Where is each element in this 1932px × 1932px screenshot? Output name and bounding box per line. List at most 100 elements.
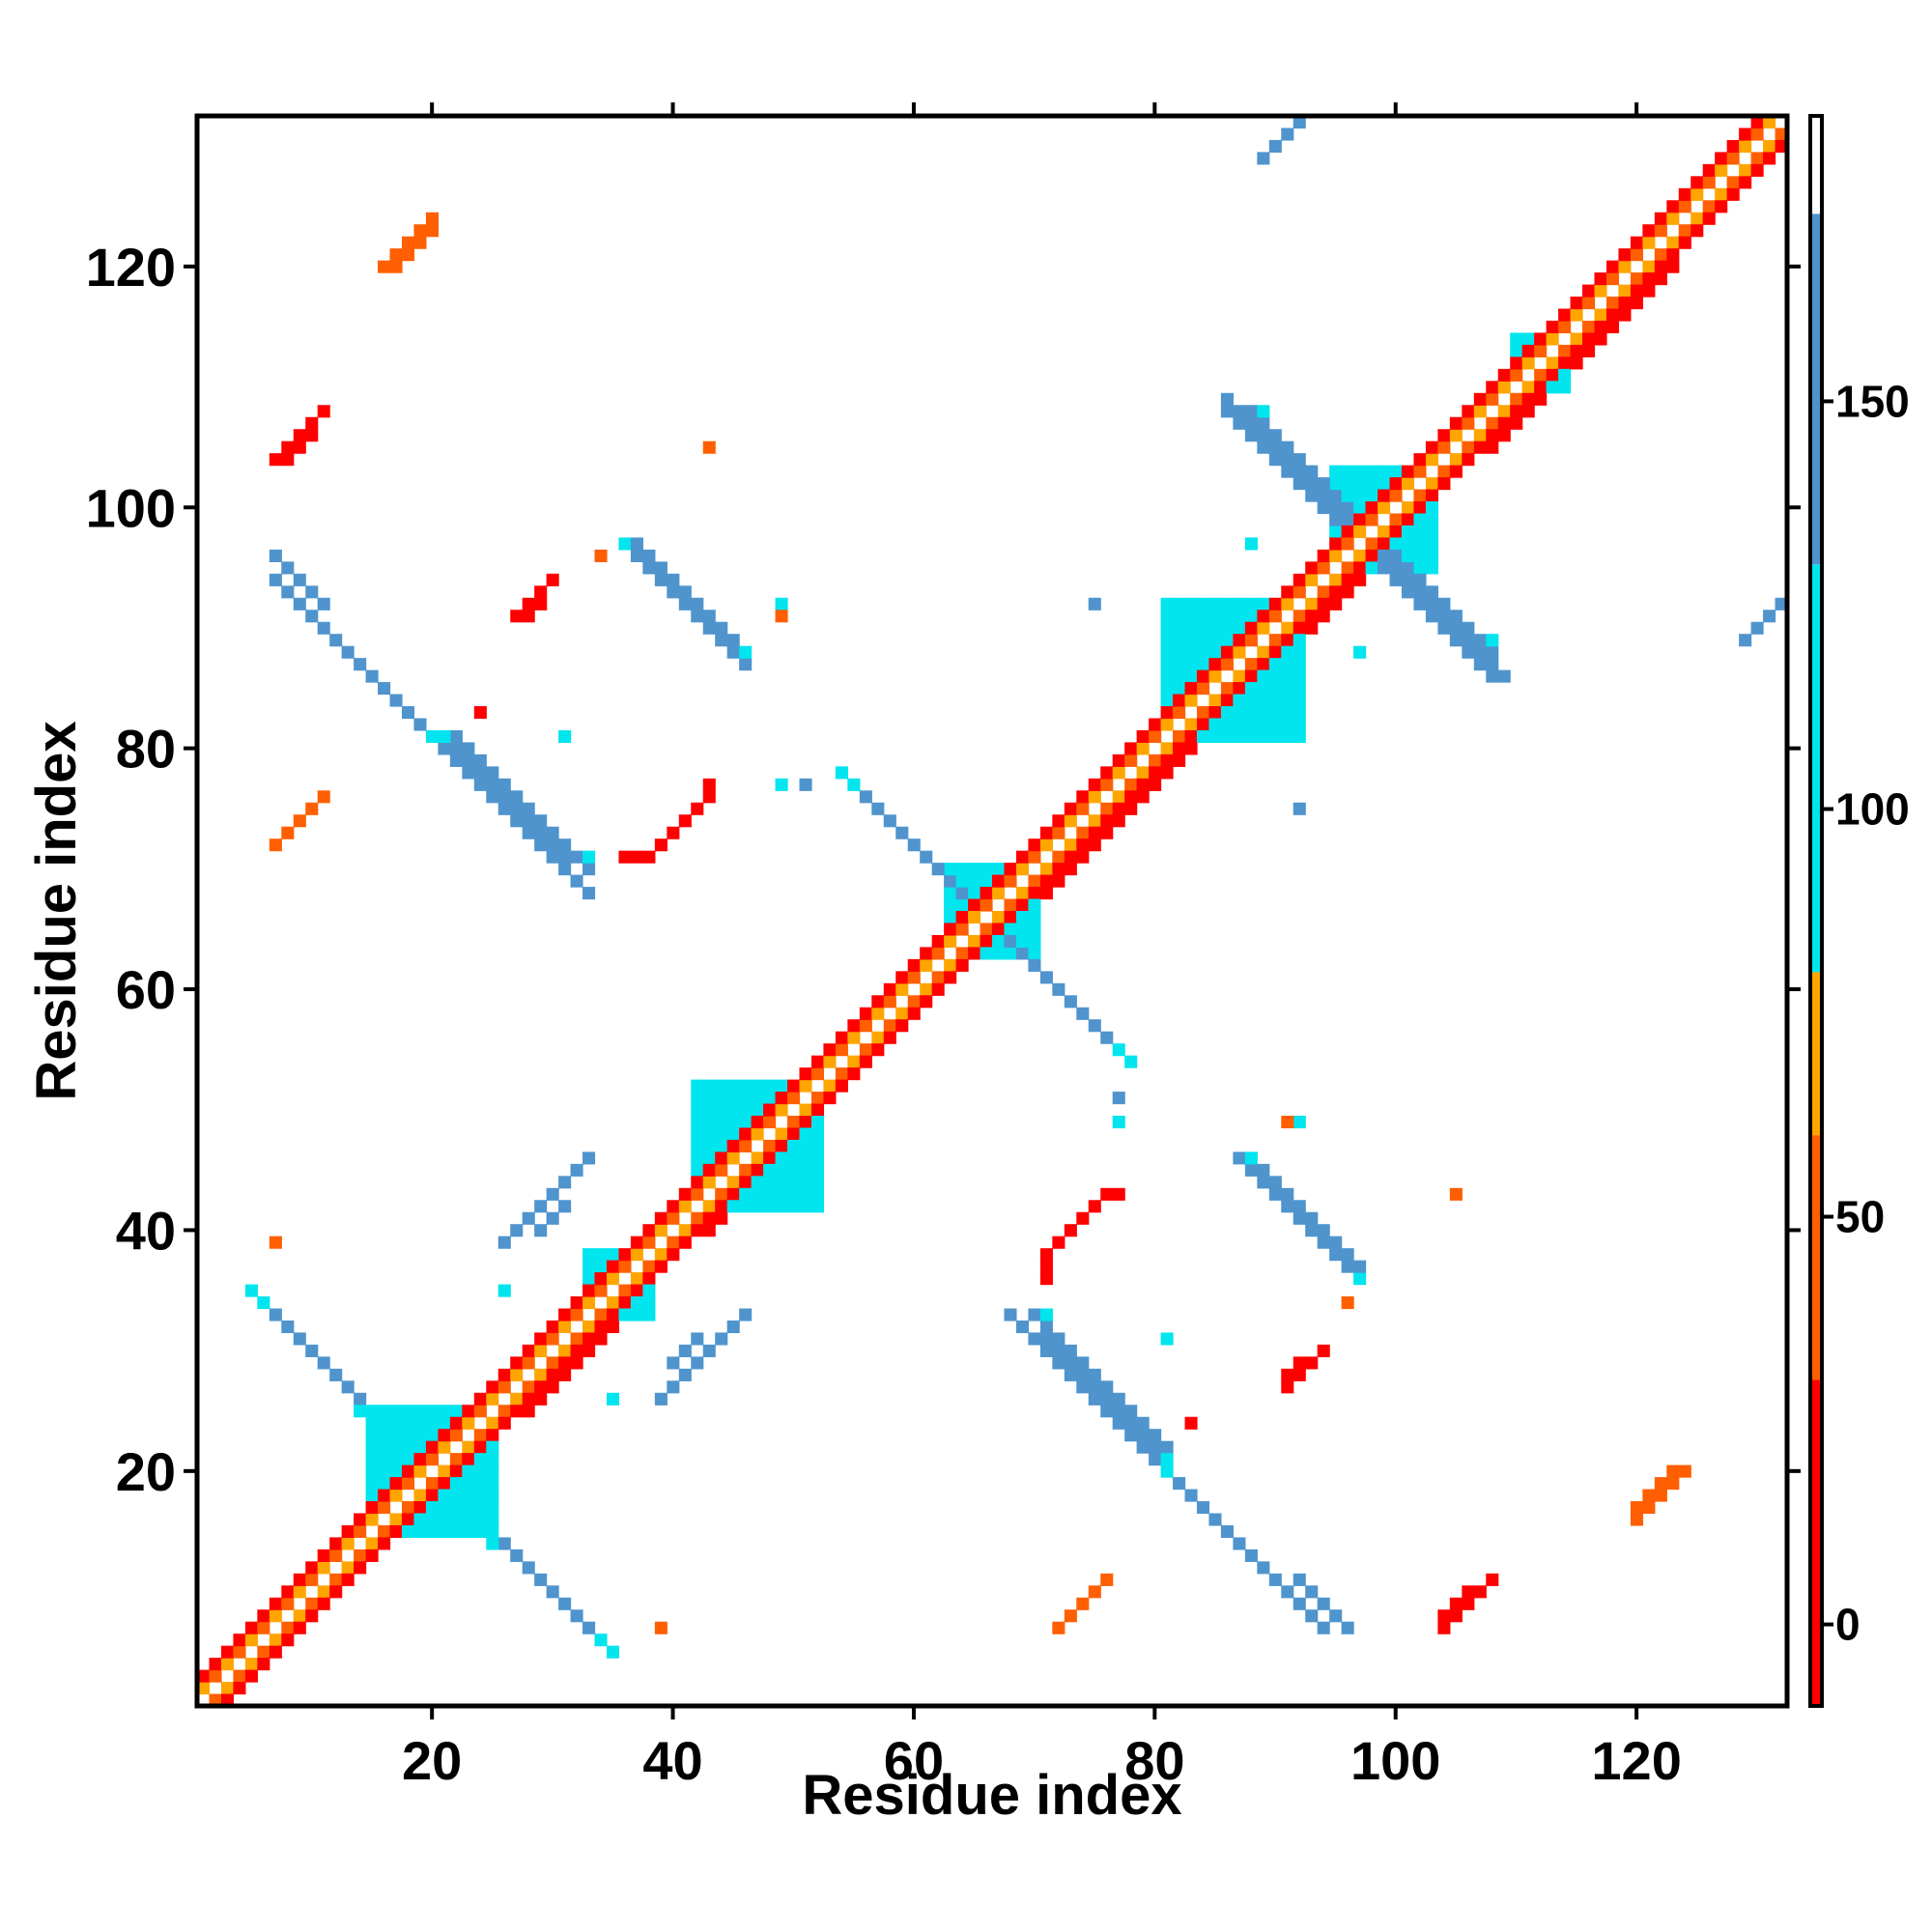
heatmap-cell	[799, 1151, 812, 1165]
heatmap-cell	[1341, 1296, 1354, 1310]
heatmap-cell	[1268, 1176, 1282, 1189]
heatmap-cell	[1076, 1211, 1090, 1225]
heatmap-cell	[763, 1187, 777, 1201]
heatmap-cell	[702, 1224, 716, 1237]
heatmap-cell	[305, 1573, 319, 1586]
heatmap-cell	[197, 1682, 211, 1695]
heatmap-cell	[1293, 585, 1306, 599]
heatmap-cell	[1462, 416, 1475, 430]
heatmap-cell	[1425, 549, 1438, 562]
heatmap-cell	[1605, 297, 1620, 310]
heatmap-cell	[1208, 645, 1222, 659]
heatmap-cell	[317, 621, 330, 635]
heatmap-cell	[1630, 248, 1643, 262]
heatmap-cell	[1317, 585, 1330, 599]
heatmap-cell	[244, 1669, 258, 1683]
heatmap-cell	[389, 1513, 403, 1526]
heatmap-cell	[1196, 597, 1210, 611]
heatmap-cell	[209, 1658, 222, 1671]
heatmap-cell	[449, 753, 463, 767]
heatmap-cell	[799, 1067, 812, 1081]
heatmap-cell	[1365, 513, 1378, 526]
heatmap-cell	[847, 778, 861, 791]
heatmap-cell	[810, 1176, 825, 1189]
heatmap-cell	[763, 1092, 777, 1105]
heatmap-cell	[594, 1272, 608, 1286]
heatmap-cell	[1039, 1272, 1053, 1286]
heatmap-cell	[1763, 139, 1776, 154]
heatmap-cell	[378, 1416, 391, 1430]
heatmap-cell	[715, 1211, 728, 1225]
heatmap-cell	[1293, 465, 1306, 478]
heatmap-cell	[389, 260, 403, 273]
heatmap-cell	[317, 1356, 330, 1370]
heatmap-cell	[1365, 537, 1378, 551]
heatmap-cell	[667, 573, 680, 586]
heatmap-cell	[944, 971, 957, 984]
heatmap-cell	[305, 585, 319, 599]
heatmap-cell	[1582, 297, 1596, 310]
heatmap-cell	[787, 1115, 801, 1129]
heatmap-cell	[1317, 1236, 1330, 1249]
colorbar-tick-label: 100	[1835, 783, 1910, 834]
heatmap-cell	[1763, 116, 1776, 129]
heatmap-cell	[1473, 634, 1487, 647]
heatmap-cell	[1449, 1597, 1463, 1610]
heatmap-cell	[413, 236, 427, 249]
heatmap-cell	[594, 549, 608, 562]
heatmap-cell	[1244, 416, 1258, 430]
heatmap-cell	[1618, 284, 1632, 298]
heatmap-cell	[413, 1501, 427, 1515]
heatmap-cell	[678, 597, 692, 611]
heatmap-cell	[317, 1597, 330, 1610]
heatmap-cell	[1678, 187, 1691, 201]
heatmap-cell	[726, 1092, 740, 1105]
heatmap-cell	[1329, 1236, 1343, 1249]
heatmap-cell	[654, 1260, 668, 1273]
heatmap-cell	[365, 1405, 379, 1418]
heatmap-cell	[1028, 1332, 1041, 1346]
heatmap-cell	[606, 1260, 620, 1273]
x-tick-label: 40	[642, 1730, 702, 1791]
heatmap-cell	[1486, 669, 1499, 683]
heatmap-cell	[558, 1356, 572, 1370]
heatmap-cell	[1666, 260, 1680, 273]
heatmap-cell	[1317, 1597, 1330, 1610]
heatmap-cell	[1486, 392, 1499, 406]
heatmap-cell	[944, 898, 957, 912]
heatmap-cell	[329, 1368, 343, 1381]
heatmap-cell	[1534, 381, 1548, 394]
heatmap-cell	[751, 1151, 764, 1165]
heatmap-cell	[944, 923, 957, 936]
heatmap-cell	[1004, 923, 1017, 936]
plot-frame	[194, 113, 1790, 1709]
heatmap-cell	[438, 729, 451, 744]
heatmap-cell	[630, 850, 643, 864]
heatmap-cell	[401, 706, 415, 720]
heatmap-cell	[1268, 597, 1282, 611]
heatmap-cell	[462, 1416, 475, 1430]
heatmap-cell	[1064, 1368, 1077, 1381]
heatmap-cell	[1378, 501, 1391, 515]
heatmap-cell	[1112, 790, 1125, 804]
heatmap-cell	[1763, 610, 1776, 623]
heatmap-cell	[1437, 1609, 1451, 1623]
heatmap-cell	[257, 1658, 270, 1671]
heatmap-cell	[546, 838, 559, 852]
heatmap-cell	[582, 1248, 596, 1262]
heatmap-cell	[606, 1645, 620, 1659]
heatmap-cell	[955, 874, 969, 888]
heatmap-cell	[1413, 597, 1427, 611]
heatmap-cell	[401, 236, 415, 249]
heatmap-cell	[594, 1284, 608, 1297]
heatmap-cell	[1281, 585, 1294, 599]
heatmap-cell	[1510, 392, 1523, 406]
heatmap-cell	[354, 1405, 367, 1418]
heatmap-cell	[1076, 1380, 1090, 1394]
heatmap-cell	[281, 585, 295, 599]
heatmap-cell	[739, 1127, 753, 1141]
heatmap-cell	[968, 947, 981, 960]
heatmap-cell	[341, 1537, 355, 1550]
heatmap-cell	[1173, 1477, 1186, 1491]
heatmap-cell	[1317, 561, 1330, 575]
